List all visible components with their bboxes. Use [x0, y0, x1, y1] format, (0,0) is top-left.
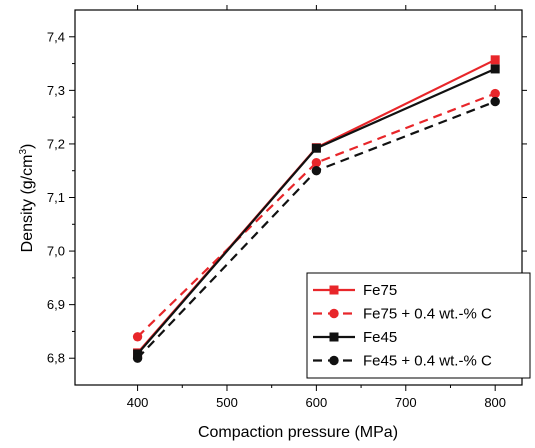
data-point	[311, 166, 322, 176]
y-tick-label: 7,4	[47, 29, 65, 44]
y-tick-label: 7,3	[47, 83, 65, 98]
data-point	[132, 353, 143, 363]
y-tick-label: 6,8	[47, 351, 65, 366]
legend-marker	[329, 308, 339, 319]
data-point	[132, 332, 143, 342]
x-tick-label: 600	[306, 395, 328, 410]
x-tick-label: 700	[395, 395, 417, 410]
y-axis-title-sup: 3	[18, 149, 29, 155]
x-tick-label: 800	[484, 395, 506, 410]
data-point	[311, 157, 322, 168]
y-tick-label: 7,1	[47, 190, 65, 205]
data-point	[490, 64, 500, 74]
legend-label: Fe45 + 0.4 wt.-% C	[363, 353, 492, 370]
y-tick-label: 7,0	[47, 244, 65, 259]
legend-marker	[329, 332, 339, 342]
x-tick-label: 400	[127, 395, 149, 410]
legend: Fe75 Fe75 + 0.4 wt.-% C Fe45 Fe45 + 0.4 wt.…	[306, 272, 531, 379]
data-point	[490, 55, 500, 65]
y-axis-title: Density (g/cm3)	[18, 144, 36, 253]
legend-label: Fe75	[363, 282, 397, 299]
series-layer	[132, 55, 500, 363]
legend-label: Fe45	[363, 329, 397, 346]
y-axis-title-end: )	[19, 144, 36, 149]
series-line	[136, 92, 496, 338]
data-point	[490, 88, 500, 99]
x-axis-title: Compaction pressure (MPa)	[198, 424, 398, 441]
legend-label: Fe75 + 0.4 wt.-% C	[363, 306, 492, 323]
data-point	[311, 143, 321, 153]
y-tick-label: 7,2	[47, 136, 65, 151]
y-tick-label: 6,9	[47, 297, 65, 312]
data-point	[490, 96, 500, 107]
x-axis: 400 500 600 700 800	[127, 5, 506, 410]
legend-marker	[329, 355, 339, 366]
y-axis: 6,8 6,9 7,0 7,1 7,2 7,3 7,4	[47, 29, 527, 366]
legend-marker	[329, 285, 339, 295]
x-tick-label: 500	[216, 395, 238, 410]
y-axis-title-main: Density (g/cm	[19, 155, 36, 253]
